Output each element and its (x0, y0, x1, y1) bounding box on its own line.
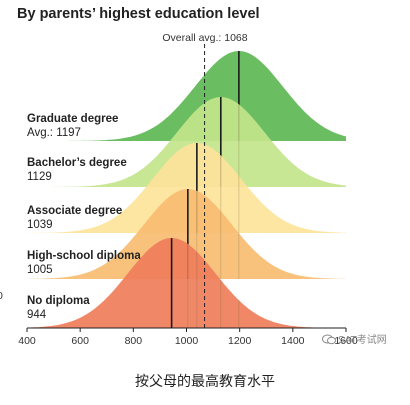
series-label-2: Bachelor’s degree (27, 157, 127, 169)
series-value-1: Avg.: 1197 (27, 127, 81, 139)
x-tick-label-3: 800 (125, 335, 143, 347)
wechat-icon (322, 334, 336, 345)
x-tick-label-6: 1400 (281, 335, 305, 347)
density-area-5 (27, 238, 346, 328)
x-tick-label-2: 600 (71, 335, 89, 347)
density-area-4 (27, 189, 346, 279)
series-label-4: High-school diploma (27, 250, 141, 262)
series-value-4: 1005 (27, 264, 53, 276)
watermark: SAT考试网 (322, 331, 387, 346)
overall-average-label: Overall avg.: 1068 (162, 32, 247, 44)
left-edge-glyph: 0 (0, 290, 3, 302)
chart-title: By parents’ highest education level (17, 6, 260, 22)
density-area-2 (27, 97, 346, 187)
density-area-3 (27, 143, 346, 233)
series-value-3: 1039 (27, 219, 53, 231)
watermark-text: SAT考试网 (338, 335, 387, 346)
series-label-1: Graduate degree (27, 113, 118, 125)
series-value-5: 944 (27, 309, 47, 321)
x-tick-label-5: 1200 (228, 335, 252, 347)
series-label-3: Associate degree (27, 205, 122, 217)
x-tick-label-7: 1600 (334, 335, 358, 347)
series-value-2: 1129 (27, 171, 52, 183)
chart-caption: 按父母的最高教育水平 (135, 374, 275, 390)
x-tick-label-4: 1000 (175, 335, 199, 347)
series-label-5: No diploma (27, 295, 90, 307)
density-area-1 (27, 51, 346, 141)
x-tick-label-1: 400 (18, 335, 36, 347)
